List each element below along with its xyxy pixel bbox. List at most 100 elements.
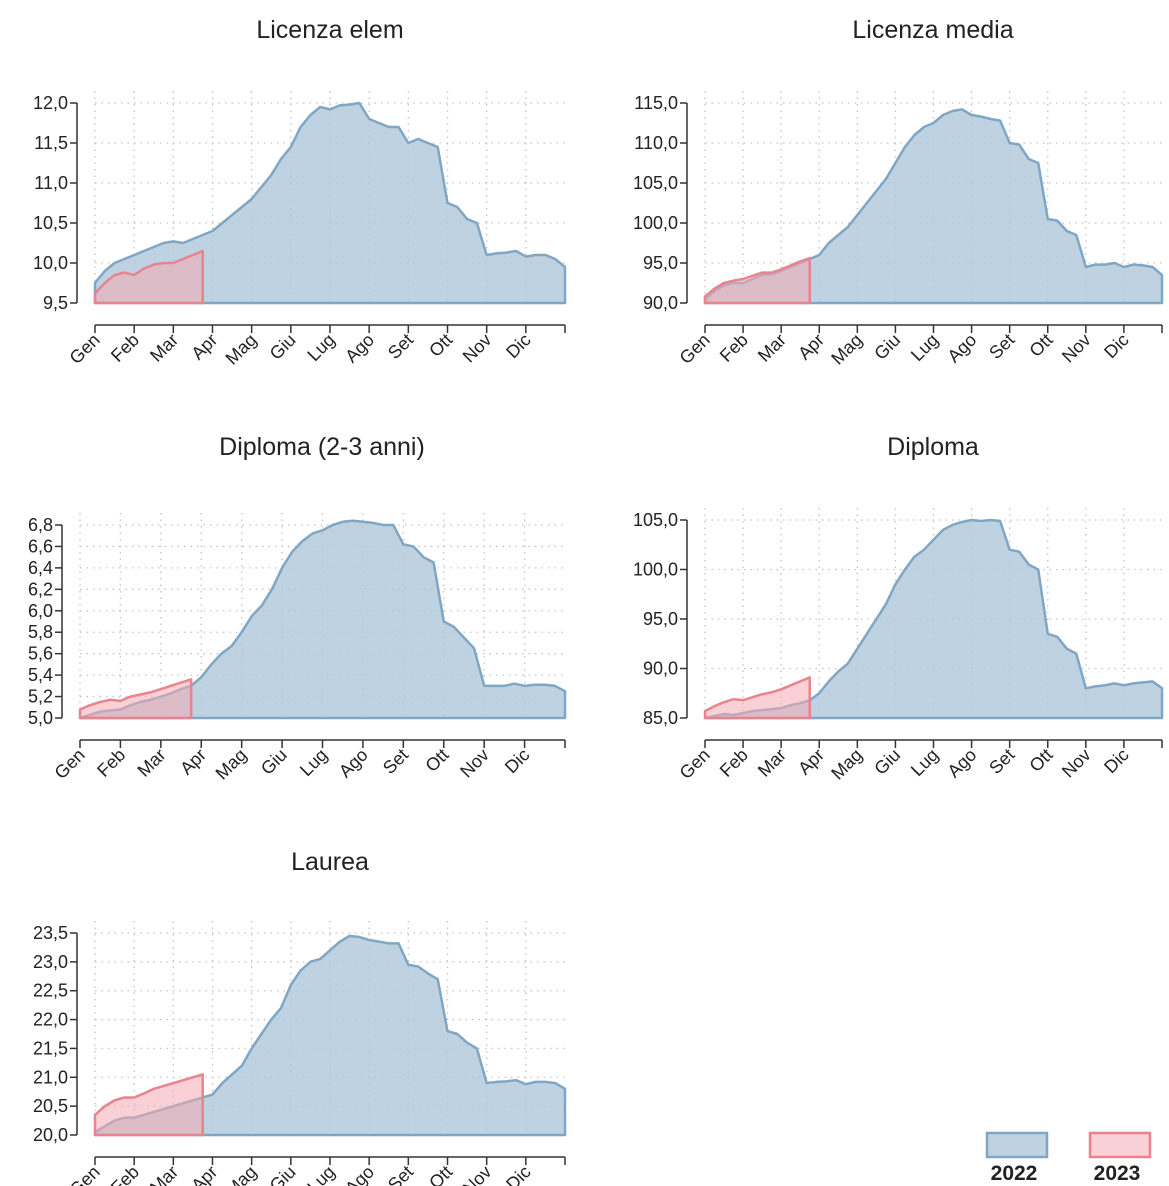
x-tick-label: Lug <box>303 1162 338 1186</box>
x-tick-label: Mag <box>222 330 261 369</box>
x-tick-label: Nov <box>1058 330 1095 367</box>
x-tick-label: Dic <box>502 1162 535 1186</box>
x-tick-label: Mar <box>146 330 182 366</box>
legend-label: 2023 <box>1094 1162 1141 1185</box>
y-tick-label: 90,0 <box>643 293 678 313</box>
legend-label: 2022 <box>991 1162 1038 1185</box>
y-tick-label: 21,0 <box>33 1067 68 1087</box>
x-tick-label: Gen <box>676 745 714 783</box>
chart-title: Licenza elem <box>256 16 403 44</box>
x-tick-label: Giu <box>257 745 291 779</box>
x-tick-label: Set <box>384 330 417 363</box>
x-tick-label: Dic <box>502 330 535 363</box>
y-tick-label: 10,0 <box>33 253 68 273</box>
y-tick-label: 5,8 <box>28 622 53 642</box>
y-tick-label: 5,4 <box>28 665 53 685</box>
x-tick-label: Mag <box>222 1162 261 1186</box>
x-tick-label: Gen <box>676 330 714 368</box>
y-tick-label: 95,0 <box>643 253 678 273</box>
x-tick-label: Set <box>985 330 1018 363</box>
y-tick-label: 20,0 <box>33 1125 68 1145</box>
x-tick-label: Giu <box>266 330 300 364</box>
x-tick-label: Dic <box>501 745 534 778</box>
y-tick-label: 6,8 <box>28 515 53 535</box>
x-tick-label: Gen <box>66 1162 104 1186</box>
x-tick-label: Dic <box>1100 330 1133 363</box>
x-tick-label: Feb <box>107 330 143 366</box>
x-tick-label: Gen <box>51 745 89 783</box>
x-tick-label: Gen <box>66 330 104 368</box>
x-tick-label: Ago <box>335 745 372 782</box>
area <box>93 249 204 305</box>
y-tick-label: 95,0 <box>643 609 678 629</box>
x-tick-label: Ago <box>341 330 378 367</box>
y-tick-label: 85,0 <box>643 708 678 728</box>
y-tick-label: 115,0 <box>634 93 678 113</box>
y-tick-label: 110,0 <box>634 133 678 153</box>
x-tick-label: Ott <box>425 330 456 361</box>
x-tick-label: Giu <box>870 330 904 364</box>
x-tick-label: Lug <box>907 745 942 780</box>
y-tick-label: 5,6 <box>28 644 53 664</box>
x-tick-label: Ott <box>421 745 452 776</box>
area <box>703 676 811 720</box>
chart-title: Licenza media <box>852 16 1013 44</box>
x-tick-label: Ago <box>944 745 981 782</box>
y-tick-label: 21,5 <box>33 1038 68 1058</box>
area <box>78 519 567 720</box>
x-tick-label: Ott <box>1025 745 1056 776</box>
x-tick-label: Mag <box>212 745 251 784</box>
x-tick-label: Giu <box>870 745 904 779</box>
y-tick-label: 6,6 <box>28 536 53 556</box>
x-tick-label: Ott <box>425 1162 456 1186</box>
x-tick-label: Feb <box>93 745 129 781</box>
x-tick-label: Apr <box>187 1162 221 1186</box>
x-tick-label: Nov <box>456 745 493 782</box>
y-tick-label: 6,0 <box>28 601 53 621</box>
y-tick-label: 23,0 <box>33 952 68 972</box>
area <box>703 518 1164 720</box>
y-tick-label: 6,2 <box>28 579 53 599</box>
y-tick-label: 23,5 <box>33 923 68 943</box>
y-tick-label: 105,0 <box>633 510 678 530</box>
x-tick-label: Set <box>384 1162 417 1186</box>
x-tick-label: Nov <box>459 330 496 367</box>
x-tick-label: Mar <box>754 330 790 366</box>
y-tick-label: 9,5 <box>43 293 68 313</box>
y-tick-label: 100,0 <box>633 560 678 580</box>
x-tick-label: Apr <box>794 330 828 364</box>
x-tick-label: Nov <box>1058 745 1095 782</box>
x-tick-label: Set <box>985 745 1018 778</box>
y-tick-label: 11,0 <box>34 173 68 193</box>
x-tick-label: Mar <box>754 745 790 781</box>
chart-title: Diploma <box>887 433 979 461</box>
y-tick-label: 5,2 <box>28 687 53 707</box>
chart-title: Diploma (2-3 anni) <box>219 433 425 461</box>
x-tick-label: Ago <box>944 330 981 367</box>
y-tick-label: 20,5 <box>33 1096 68 1116</box>
y-tick-label: 22,0 <box>33 1010 68 1030</box>
y-tick-label: 10,5 <box>33 213 68 233</box>
x-tick-label: Lug <box>296 745 331 780</box>
chart-title: Laurea <box>291 848 369 876</box>
x-tick-label: Apr <box>794 745 828 779</box>
x-tick-label: Set <box>379 745 412 778</box>
x-tick-label: Feb <box>107 1162 143 1186</box>
area <box>93 1073 204 1137</box>
legend-swatch <box>1088 1131 1152 1159</box>
x-tick-label: Giu <box>266 1162 300 1186</box>
x-tick-label: Dic <box>1100 745 1133 778</box>
y-tick-label: 105,0 <box>633 173 678 193</box>
y-tick-label: 12,0 <box>33 93 68 113</box>
x-tick-label: Feb <box>716 745 752 781</box>
area <box>703 256 811 305</box>
y-tick-label: 6,4 <box>28 558 53 578</box>
y-tick-label: 11,5 <box>34 133 68 153</box>
x-tick-label: Ott <box>1025 330 1056 361</box>
y-tick-label: 90,0 <box>643 659 678 679</box>
x-tick-label: Ago <box>341 1162 378 1186</box>
x-tick-label: Apr <box>176 745 210 779</box>
x-tick-label: Mag <box>827 745 866 784</box>
